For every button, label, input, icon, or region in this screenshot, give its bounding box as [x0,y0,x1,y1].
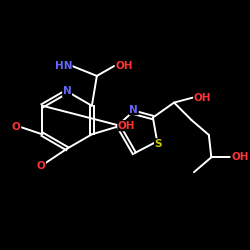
Text: OH: OH [116,61,133,71]
Text: N: N [63,86,72,97]
Text: HN: HN [54,61,72,71]
Text: OH: OH [231,152,249,162]
Text: S: S [154,139,162,149]
Text: OH: OH [118,120,136,130]
Text: O: O [37,161,46,171]
Text: O: O [12,122,21,132]
Text: N: N [129,104,138,115]
Text: OH: OH [194,93,212,103]
